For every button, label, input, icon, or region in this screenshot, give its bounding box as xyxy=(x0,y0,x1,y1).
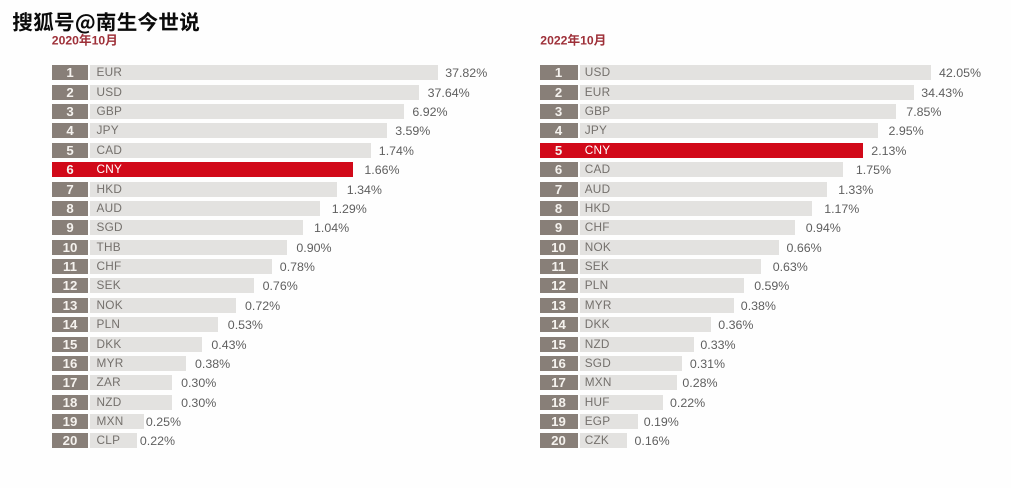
svg-text:2020: 2020 xyxy=(52,34,79,48)
svg-text:10: 10 xyxy=(580,34,594,48)
svg-text:2022: 2022 xyxy=(540,34,567,48)
svg-text:10: 10 xyxy=(92,34,106,48)
